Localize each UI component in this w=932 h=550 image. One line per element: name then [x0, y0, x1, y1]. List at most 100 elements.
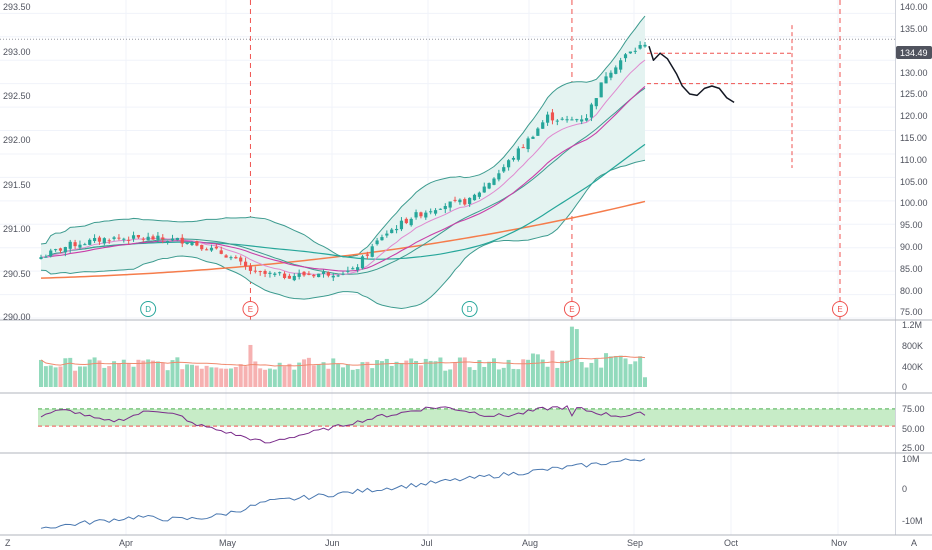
- volume-bar: [170, 360, 175, 387]
- earnings-marker[interactable]: E: [242, 301, 259, 317]
- candle-body: [531, 136, 535, 139]
- dividend-marker[interactable]: D: [140, 301, 157, 317]
- volume-bar: [438, 357, 443, 387]
- candle-body: [195, 241, 199, 246]
- candle-body: [253, 270, 257, 272]
- volume-bar: [423, 358, 428, 387]
- candle-body: [268, 272, 272, 274]
- candle-body: [175, 237, 179, 241]
- candle-body: [331, 275, 335, 278]
- candle-body: [589, 104, 594, 118]
- candle-body: [248, 266, 253, 271]
- volume-bar: [131, 366, 136, 387]
- obv-tick: 0: [902, 484, 907, 494]
- candle-body: [594, 98, 598, 107]
- candle-body: [502, 167, 506, 172]
- right-price-axis[interactable]: 140.00 135.00 130.00 125.00 120.00 115.0…: [900, 2, 928, 317]
- candle-body: [399, 220, 404, 230]
- candle-body: [438, 208, 443, 210]
- left-price-axis[interactable]: 293.50 293.00 292.50 292.00 291.50 291.0…: [3, 2, 31, 322]
- candle-body: [560, 118, 564, 120]
- candle-body: [287, 275, 292, 279]
- volume-bar: [565, 360, 570, 387]
- rsi-pane[interactable]: [38, 405, 895, 444]
- volume-bar: [209, 367, 214, 387]
- month-label: Apr: [119, 538, 133, 548]
- volume-bar: [341, 367, 345, 387]
- volume-bar: [457, 357, 462, 387]
- dividend-marker[interactable]: D: [461, 301, 478, 317]
- right-tick: 80.00: [900, 286, 923, 296]
- obv-pane[interactable]: [40, 458, 646, 529]
- volume-bar: [540, 359, 545, 387]
- candles[interactable]: [39, 41, 647, 282]
- volume-bar: [492, 358, 496, 387]
- candle-body: [409, 218, 413, 226]
- rsi-axis[interactable]: 75.00 50.00 25.00: [902, 404, 925, 453]
- month-label: Jun: [325, 538, 340, 548]
- candle-body: [380, 237, 384, 241]
- volume-bar: [355, 369, 360, 387]
- volume-bar: [501, 367, 506, 387]
- candle-body: [336, 275, 340, 277]
- right-tick: 140.00: [900, 2, 928, 12]
- last-price-tag[interactable]: 134.49: [896, 46, 932, 59]
- volume-bar: [121, 359, 126, 387]
- bollinger-fill: [41, 16, 645, 309]
- candle-body: [468, 197, 472, 205]
- volume-bar: [336, 363, 341, 387]
- volume-bar: [433, 361, 438, 387]
- obv-line: [40, 458, 646, 529]
- obv-axis[interactable]: 10M 0 -10M: [902, 454, 923, 526]
- volume-bar: [194, 365, 199, 387]
- month-label: Jul: [421, 538, 433, 548]
- volume-bar: [58, 366, 63, 387]
- volume-bar: [116, 363, 121, 387]
- candle-body: [424, 212, 428, 218]
- candle-body: [536, 128, 540, 136]
- volume-pane[interactable]: [39, 326, 647, 387]
- candle-body: [229, 257, 233, 259]
- volume-bar: [141, 360, 146, 387]
- volume-bar: [97, 360, 102, 387]
- candle-body: [156, 235, 160, 240]
- volume-bar: [180, 369, 185, 387]
- volume-bar: [292, 369, 297, 387]
- earnings-marker[interactable]: E: [563, 301, 580, 317]
- candle-body: [429, 211, 433, 213]
- volume-bar: [331, 358, 336, 387]
- volume-bar: [263, 369, 268, 387]
- candle-body: [541, 122, 545, 129]
- candle-body: [609, 72, 613, 78]
- month-label: Nov: [831, 538, 848, 548]
- candle-body: [507, 160, 511, 168]
- volume-bar: [155, 361, 160, 387]
- candle-body: [404, 218, 408, 224]
- time-axis[interactable]: Apr May Jun Jul Aug Sep Oct Nov Z A: [5, 538, 917, 548]
- volume-bar: [618, 355, 623, 387]
- volume-bar: [604, 353, 609, 387]
- volume-bar: [43, 366, 48, 387]
- timezone-button[interactable]: Z: [5, 538, 11, 548]
- candle-body: [614, 67, 618, 74]
- volume-tick: 1.2M: [902, 320, 922, 330]
- volume-bar: [414, 360, 419, 387]
- auto-scale-button[interactable]: A: [911, 538, 917, 548]
- candle-body: [278, 272, 282, 274]
- candle-body: [599, 82, 603, 98]
- volume-tick: 400K: [902, 362, 923, 372]
- earnings-marker[interactable]: E: [832, 301, 848, 317]
- projection-annotations[interactable]: [647, 25, 793, 169]
- month-label: Aug: [522, 538, 538, 548]
- candle-body: [122, 238, 126, 240]
- volume-bar: [638, 356, 643, 387]
- volume-axis[interactable]: 1.2M 800K 400K 0: [902, 320, 923, 392]
- candle-body: [117, 237, 121, 239]
- volume-bar: [370, 368, 375, 387]
- candle-body: [54, 249, 58, 251]
- volume-bar: [579, 362, 584, 387]
- volume-bar: [428, 360, 433, 387]
- candle-body: [511, 157, 516, 160]
